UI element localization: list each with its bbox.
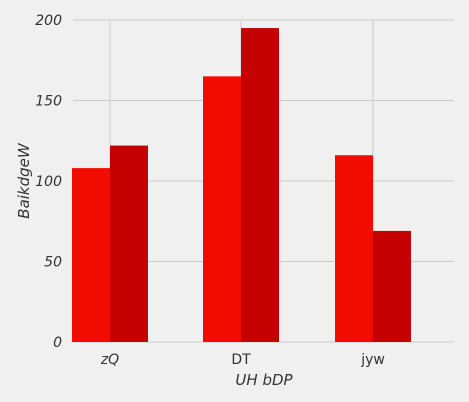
x-tick-label: DT (231, 352, 251, 368)
bars (72, 28, 411, 343)
y-tick-label: 100 (35, 174, 62, 190)
bar-zQ-series-2 (110, 145, 148, 342)
x-tick-label: zQ (100, 352, 119, 368)
bar-DT-series-1 (203, 76, 241, 342)
y-tick-label: 50 (44, 255, 62, 271)
y-tick-label: 0 (53, 335, 62, 351)
y-axis-title: BaikdgeW (15, 142, 33, 219)
y-tick-label: 150 (35, 94, 62, 110)
bar-zQ-series-1 (72, 168, 110, 342)
bar-DT-series-2 (241, 28, 279, 343)
tick-labels: 0 50 100 150 200 zQ DT jyw (35, 13, 385, 368)
bar-jyw-series-1 (335, 155, 373, 342)
x-tick-label: jyw (360, 352, 385, 368)
y-tick-label: 200 (35, 13, 62, 29)
x-axis-title: UH bDP (235, 371, 293, 389)
bar-jyw-series-2 (373, 230, 411, 342)
